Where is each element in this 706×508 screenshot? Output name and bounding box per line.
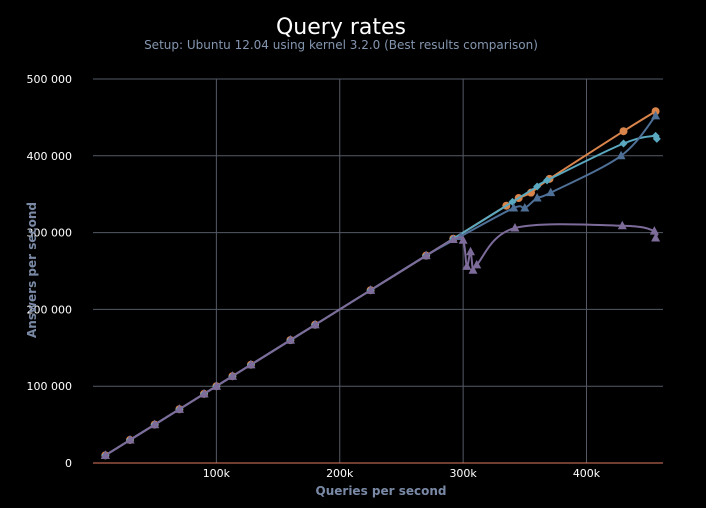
plot-series [100, 107, 661, 460]
data-point [227, 371, 237, 380]
data-point [448, 234, 458, 244]
data-point [546, 187, 556, 197]
data-point [472, 259, 482, 269]
y-tick-label: 400 000 [27, 150, 73, 163]
data-point [649, 226, 659, 235]
data-point [125, 434, 135, 444]
data-point [509, 203, 519, 212]
data-point [651, 232, 661, 242]
data-point [150, 419, 160, 429]
y-tick-label: 0 [65, 457, 72, 470]
data-point [520, 203, 530, 212]
data-point [310, 319, 320, 329]
y-tick-label: 100 000 [27, 380, 73, 393]
y-axis-label: Answers per second [25, 202, 39, 338]
data-point [458, 235, 468, 244]
y-tick-label: 300 000 [27, 227, 73, 240]
data-point [616, 150, 626, 160]
data-point [619, 127, 628, 136]
data-point [366, 285, 376, 294]
data-point [211, 381, 221, 390]
data-point [651, 110, 661, 120]
x-axis-label: Queries per second [316, 484, 447, 498]
data-point [466, 246, 476, 256]
data-point [652, 134, 661, 143]
data-point [617, 220, 627, 230]
data-point [174, 404, 184, 413]
axes: 0 100 000 200 000 300 000 400 000 500 000 100k… [27, 73, 663, 480]
y-tick-label: 200 000 [27, 303, 73, 316]
x-tick-label: 400k [573, 467, 601, 480]
data-point [100, 450, 110, 459]
data-point [246, 359, 256, 369]
series-4 [100, 220, 661, 459]
data-point [285, 335, 295, 344]
data-point [619, 139, 628, 148]
data-point [468, 265, 478, 274]
data-point [532, 193, 542, 202]
x-tick-label: 100k [203, 467, 231, 480]
x-tick-label: 200k [326, 467, 354, 480]
data-point [533, 182, 542, 191]
chart-title: Query rates [276, 15, 406, 40]
data-point [199, 388, 209, 398]
data-point [543, 176, 552, 185]
data-point [508, 197, 517, 206]
data-point [462, 261, 472, 270]
x-tick-label: 300k [449, 467, 477, 480]
y-tick-label: 500 000 [27, 73, 73, 86]
grid [93, 78, 663, 463]
series-line [104, 223, 659, 457]
data-point [421, 250, 431, 260]
chart-subtitle: Setup: Ubuntu 12.04 using kernel 3.2.0 (… [144, 38, 538, 52]
data-point [510, 222, 520, 232]
